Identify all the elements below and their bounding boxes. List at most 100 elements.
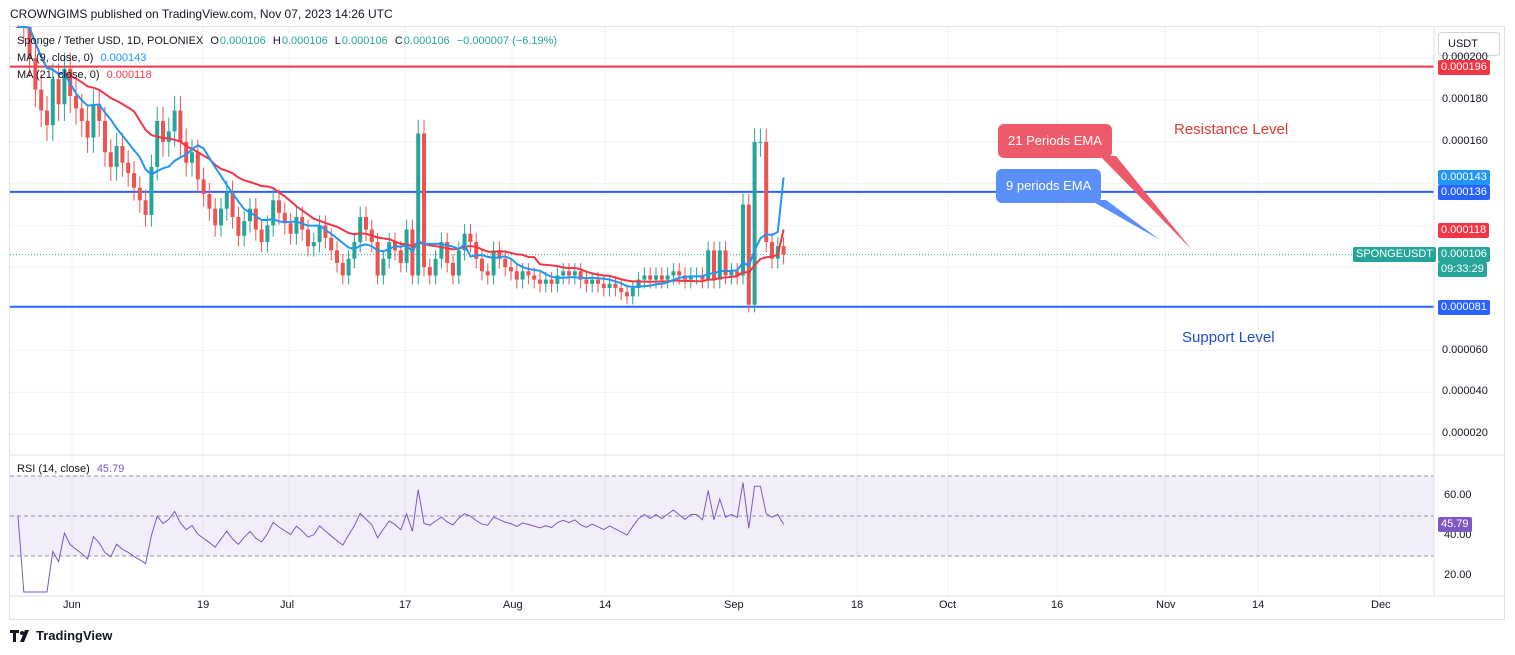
candle-body [422, 133, 426, 268]
candle-body [79, 108, 84, 121]
price-tag: 0.000143 [1438, 170, 1490, 186]
candle-body [126, 162, 131, 174]
grid-lines [10, 27, 1434, 596]
candle-body [549, 279, 554, 284]
candle-body [659, 275, 664, 280]
candle-body [97, 104, 102, 121]
candle-body [259, 229, 264, 243]
symbol-tag-countdown: 09:33:29 [1438, 261, 1487, 277]
candle-body [607, 283, 612, 288]
candle-body [311, 242, 316, 247]
candle-body [642, 275, 647, 280]
candle-body [346, 258, 351, 276]
candle-body [50, 79, 55, 126]
candle-body [427, 267, 432, 276]
candle-body [665, 275, 670, 280]
chart-frame [9, 26, 1505, 620]
legend-ma9-label: MA (9, close, 0) [17, 52, 94, 64]
candle-body [729, 271, 734, 276]
candle-body [364, 216, 368, 230]
candle-body [625, 292, 629, 297]
candle-body [335, 250, 339, 263]
candle-body [265, 225, 270, 243]
resistance-label: Resistance Level [1174, 121, 1289, 138]
time-tick-label: 14 [599, 599, 612, 611]
candle-body [277, 200, 281, 213]
candle-body [567, 271, 571, 276]
candle-body [288, 223, 293, 234]
rsi-tick-label: 20.00 [1444, 569, 1472, 581]
tradingview-logo-icon [10, 629, 29, 642]
candle-body [723, 250, 728, 276]
candle-body [340, 262, 345, 276]
price-tag: 0.000118 [1438, 222, 1490, 238]
time-tick-label: Jul [280, 599, 295, 611]
candle-body [387, 242, 392, 259]
candle-body [706, 250, 711, 280]
candle-body [700, 275, 705, 280]
candle-body [712, 250, 716, 280]
candle-body [137, 187, 142, 201]
candle-body [236, 216, 241, 236]
candle-body [352, 242, 357, 259]
legend-ma21-row[interactable]: MA (21, close, 0) 0.000118 [17, 69, 156, 81]
time-tick-label: Sep [724, 599, 744, 611]
candle-body [520, 271, 525, 280]
candle-body [120, 146, 125, 163]
candle-body [781, 246, 786, 255]
ema9-callout: 9 periods EMA [996, 169, 1102, 203]
candle-body [323, 225, 328, 238]
candle-body [108, 152, 113, 167]
legend-ma9-row[interactable]: MA (9, close, 0) 0.000143 [17, 52, 150, 64]
candle-body [207, 194, 212, 209]
candle-body [758, 141, 763, 143]
candle-body [85, 120, 90, 138]
tradingview-logo[interactable]: TradingView [10, 628, 112, 643]
candle-body [416, 133, 421, 276]
candle-body [433, 258, 438, 276]
candle-body [752, 141, 757, 305]
candle-body [451, 262, 455, 276]
candle-body [166, 131, 171, 142]
candle-body [27, 27, 32, 59]
publisher-line: CROWNGIMS published on TradingView.com, … [10, 7, 393, 21]
legend-l-value: 0.000106 [341, 35, 388, 47]
legend-symbol-row: Sponge / Tether USD, 1D, POLONIEX O0.000… [17, 35, 561, 47]
candle-body [462, 233, 467, 251]
candle-body [770, 242, 774, 259]
rsi-line [17, 482, 785, 593]
time-tick-label: Nov [1156, 599, 1176, 611]
ma9-line [18, 26, 785, 289]
rsi-value-tag: 45.79 [1438, 517, 1472, 533]
candle-body [224, 191, 229, 209]
symbol-tag-name: SPONGEUSDT [1353, 246, 1437, 262]
rsi-legend[interactable]: RSI (14, close) 45.79 [17, 463, 128, 475]
candle-body [468, 233, 473, 243]
currency-button[interactable]: USDT [1438, 32, 1500, 56]
candle-body [375, 242, 380, 276]
rsi-tick-label: 60.00 [1444, 489, 1472, 501]
candle-body [178, 110, 183, 142]
legend-ma21-value: 0.000118 [106, 69, 152, 81]
price-tick-label: 0.000180 [1442, 93, 1488, 106]
candle-body [717, 250, 722, 280]
ema21-pointer [1100, 156, 1192, 250]
candle-body [33, 58, 38, 90]
level-lines [10, 65, 1434, 308]
candle-body [688, 275, 693, 280]
candle-body [590, 279, 595, 284]
candle-body [555, 275, 560, 284]
candle-body [497, 250, 502, 259]
candle-body [503, 258, 508, 268]
candle-body [45, 110, 49, 126]
rsi-band [10, 476, 1434, 556]
candle-body [456, 250, 461, 276]
candle-body [62, 68, 67, 105]
candle-body [613, 283, 618, 288]
price-tag: 0.000196 [1438, 59, 1490, 75]
time-tick-label: 14 [1252, 599, 1265, 611]
candle-body [596, 279, 600, 284]
time-tick-label: 18 [851, 599, 864, 611]
candle-body [630, 287, 635, 297]
